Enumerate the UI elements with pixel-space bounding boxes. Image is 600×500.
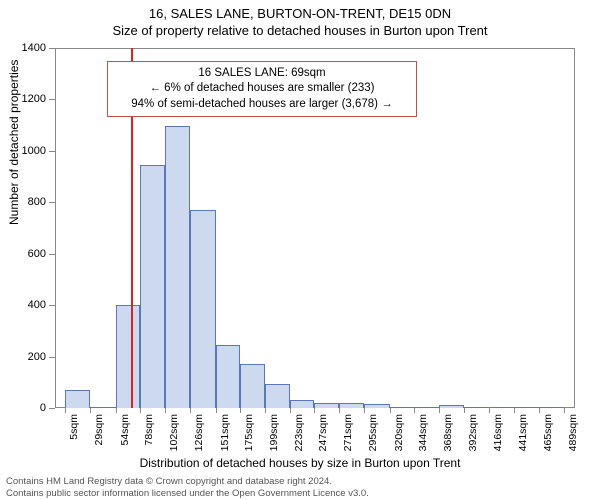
x-tick-label: 247sqm <box>317 414 329 451</box>
footer-attribution: Contains HM Land Registry data © Crown c… <box>6 476 594 500</box>
y-tick-label: 1200 <box>22 93 46 105</box>
histogram-bar <box>216 345 241 408</box>
annotation-line: 16 SALES LANE: 69sqm <box>114 66 410 82</box>
x-tick-label: 271sqm <box>342 414 354 451</box>
histogram-bar <box>290 400 315 408</box>
annotation-line: 94% of semi-detached houses are larger (… <box>114 97 410 113</box>
x-tick-label: 344sqm <box>417 414 429 451</box>
x-tick-label: 151sqm <box>219 414 231 451</box>
footer-line-1: Contains HM Land Registry data © Crown c… <box>6 476 594 488</box>
x-tick-label: 102sqm <box>168 414 180 451</box>
histogram-bar <box>240 364 265 408</box>
title-line-1: 16, SALES LANE, BURTON-ON-TRENT, DE15 0D… <box>0 0 600 21</box>
annotation-box: 16 SALES LANE: 69sqm← 6% of detached hou… <box>107 61 417 118</box>
histogram-bar <box>464 407 489 408</box>
histogram-bar <box>390 407 415 408</box>
histogram-bar <box>339 403 364 408</box>
histogram-bar <box>364 404 390 408</box>
x-tick-label: 199sqm <box>268 414 280 451</box>
histogram-bar <box>65 390 90 408</box>
y-tick-label: 400 <box>28 299 46 311</box>
x-tick-label: 29sqm <box>93 414 105 446</box>
x-tick-label: 295sqm <box>367 414 379 451</box>
y-tick-label: 600 <box>28 248 46 260</box>
histogram-bar <box>539 407 564 408</box>
y-tick-label: 200 <box>28 351 46 363</box>
footer-line-2: Contains public sector information licen… <box>6 488 594 500</box>
histogram-bar <box>190 210 216 408</box>
histogram-bar <box>514 407 539 408</box>
histogram-bar <box>90 407 116 408</box>
histogram-bar <box>439 405 464 408</box>
y-axis-label: Number of detached properties <box>7 60 21 225</box>
y-tick-label: 0 <box>40 402 46 414</box>
histogram-bar <box>314 403 339 408</box>
x-tick-label: 223sqm <box>293 414 305 451</box>
y-tick-label: 800 <box>28 196 46 208</box>
x-tick-label: 416sqm <box>492 414 504 451</box>
histogram-bar <box>489 407 515 408</box>
x-tick-label: 126sqm <box>193 414 205 451</box>
x-tick-label: 441sqm <box>517 414 529 451</box>
x-tick-label: 54sqm <box>119 414 131 446</box>
x-tick-label: 392sqm <box>467 414 479 451</box>
x-tick-label: 465sqm <box>542 414 554 451</box>
y-tick-label: 1000 <box>22 145 46 157</box>
x-tick-label: 5sqm <box>68 414 80 440</box>
x-tick-label: 78sqm <box>143 414 155 446</box>
title-line-2: Size of property relative to detached ho… <box>0 21 600 38</box>
x-tick-label: 368sqm <box>442 414 454 451</box>
y-tick-label: 1400 <box>22 42 46 54</box>
histogram-bar <box>165 126 190 408</box>
histogram-bar <box>265 384 290 408</box>
histogram-bar <box>414 407 439 408</box>
histogram-bar <box>116 305 141 408</box>
x-tick-label: 320sqm <box>393 414 405 451</box>
x-tick-label: 489sqm <box>567 414 579 451</box>
x-tick-label: 175sqm <box>243 414 255 451</box>
x-axis-label: Distribution of detached houses by size … <box>0 456 600 470</box>
figure: 16, SALES LANE, BURTON-ON-TRENT, DE15 0D… <box>0 0 600 500</box>
annotation-line: ← 6% of detached houses are smaller (233… <box>114 81 410 97</box>
histogram-bar <box>140 165 165 408</box>
chart-plot: 02004006008001000120014005sqm29sqm54sqm7… <box>55 48 575 408</box>
